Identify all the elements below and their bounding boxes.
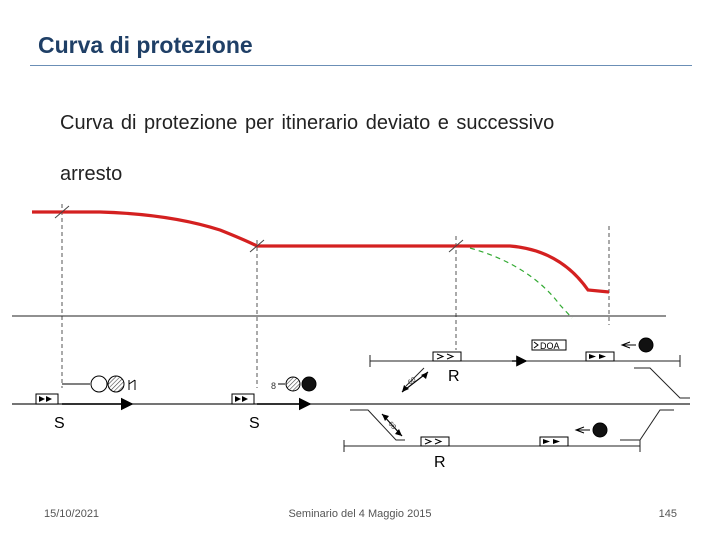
turnout-connections (350, 367, 690, 441)
reference-lines (61, 204, 610, 388)
signal-label-1: S (54, 415, 65, 432)
svg-text:60: 60 (407, 376, 418, 386)
svg-text:60: 60 (387, 421, 397, 432)
slide-body: Curva di protezione per itinerario devia… (60, 98, 700, 200)
route-label-2: R (434, 454, 446, 471)
signal-1-lamp-open (90, 375, 108, 393)
doa-box (531, 339, 567, 351)
upper-track: DOA R (369, 337, 681, 385)
protection-curve-diagram: S 8 S DOA R (12, 204, 690, 471)
route-label-1: R (448, 368, 460, 385)
body-line-1: Curva di protezione per itinerario devia… (60, 112, 555, 134)
lower-block-1 (420, 436, 450, 447)
curve-ticks (54, 205, 464, 253)
lower-signal-lamp (592, 422, 608, 438)
signal-2-lamp-hatched (285, 376, 301, 392)
upper-block-1 (432, 351, 462, 362)
lower-track: R (343, 422, 641, 471)
protection-curve (32, 210, 610, 294)
doa-label: DOA (540, 341, 560, 351)
turnout-arrow-upper: 60 (401, 371, 429, 393)
body-line-2: arresto (60, 163, 123, 185)
footer-center: Seminario del 4 Maggio 2015 (288, 508, 432, 520)
title-divider (30, 65, 692, 66)
signal-2-lamp-dark (301, 376, 317, 392)
turnout-arrow-lower: 60 (381, 413, 403, 437)
svg-text:8: 8 (271, 381, 276, 391)
signal-1-lamp-hatched (107, 375, 125, 393)
signal-2: 8 S (231, 376, 317, 432)
signal-label-2: S (249, 415, 260, 432)
footer-page-number: 145 (658, 508, 677, 520)
footer-date: 15/10/2021 (44, 508, 100, 520)
slide-title: Curva di protezione (38, 32, 253, 58)
signal-1: S (35, 375, 136, 432)
upper-signal-lamp (638, 337, 654, 353)
